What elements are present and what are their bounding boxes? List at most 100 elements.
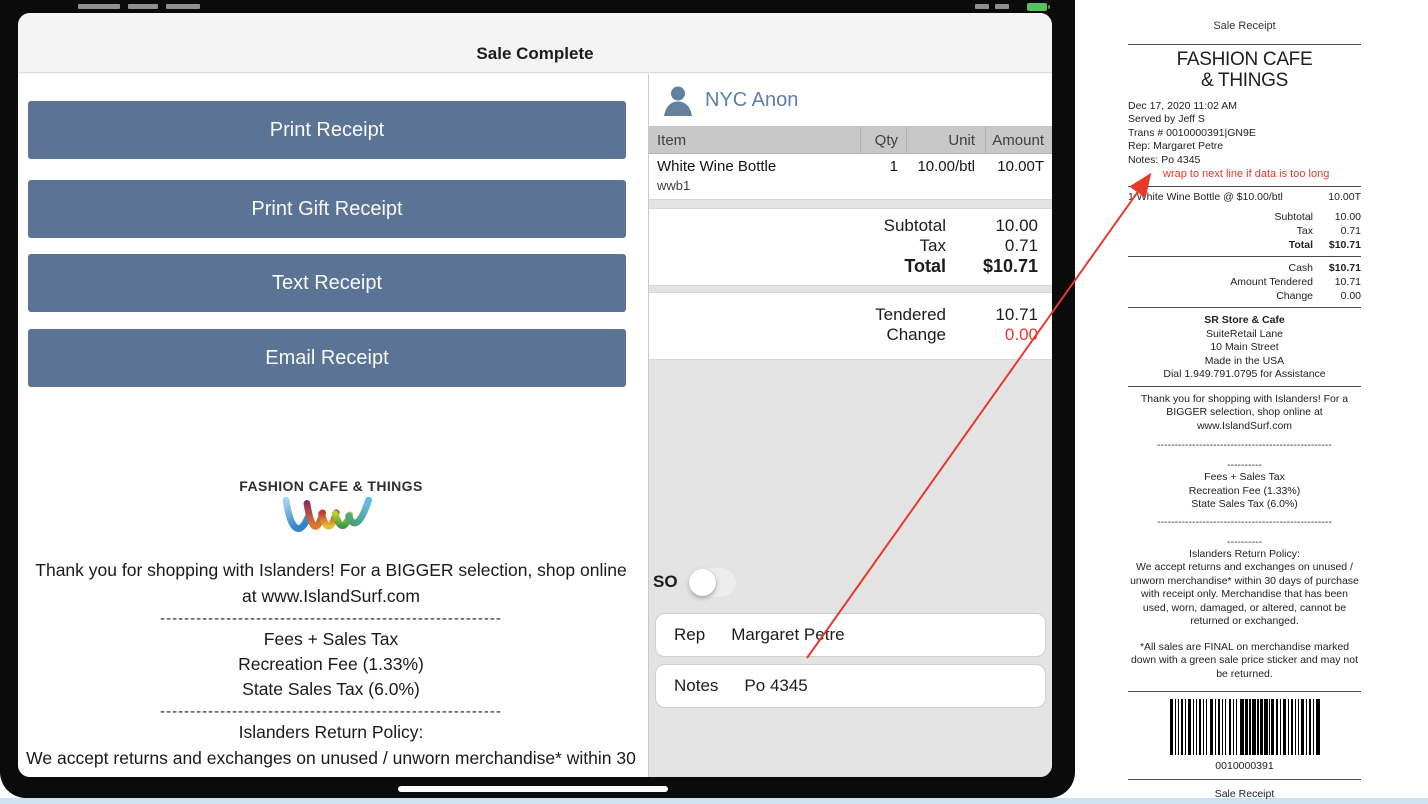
divider	[1128, 779, 1361, 780]
app-screen: Sale Complete Print Receipt Print Gift R…	[18, 13, 1052, 777]
receipt-footer-preview: FASHION CAFE & THINGS	[26, 478, 636, 777]
home-indicator[interactable]	[398, 786, 668, 792]
cart-item-row: White Wine Bottle wwb1 1 10.00/btl 10.00…	[649, 154, 1052, 200]
receipt-store-info: SR Store & Cafe SuiteRetail Lane 10 Main…	[1163, 314, 1326, 380]
so-toggle-knob	[688, 568, 716, 596]
status-bar	[0, 0, 1075, 13]
subtotal-value: 10.00	[995, 216, 1038, 235]
so-label: SO	[653, 572, 678, 591]
tax-label: Tax	[919, 236, 946, 255]
preview-thanks-text: Thank you for shopping with Islanders! F…	[35, 560, 627, 606]
page-title: Sale Complete	[476, 44, 594, 63]
notes-label: Notes	[674, 676, 719, 695]
item-sku: wwb1	[657, 178, 691, 193]
total-value: $10.71	[982, 256, 1038, 276]
receipt-store-name: FASHION CAFE & THINGS	[1176, 48, 1313, 91]
preview-policy-title: Islanders Return Policy:	[238, 722, 424, 742]
print-gift-receipt-button[interactable]: Print Gift Receipt	[28, 180, 626, 238]
divider	[1128, 185, 1361, 187]
barcode-icon	[1169, 699, 1320, 755]
receipt-actions-panel: Print Receipt Print Gift Receipt Text Re…	[18, 74, 648, 777]
preview-fee-2: State Sales Tax (6.0%)	[242, 679, 420, 699]
ipad-device-frame: Sale Complete Print Receipt Print Gift R…	[0, 0, 1075, 798]
bottom-strip	[0, 798, 1428, 804]
cart-table-header: Item Qty Unit Amount	[649, 127, 1052, 154]
customer-avatar-icon	[664, 86, 692, 116]
receipt-fees: Fees + Sales Tax Recreation Fee (1.33%) …	[1188, 471, 1301, 510]
battery-icon	[1027, 3, 1050, 11]
receipt-footer-title: Sale Receipt	[1214, 788, 1275, 800]
annotation-text: wrap to next line if data is too long	[1163, 168, 1330, 180]
item-unit-price: 10.00/btl	[917, 158, 975, 175]
so-toggle[interactable]	[685, 566, 737, 598]
email-receipt-button[interactable]: Email Receipt	[28, 329, 626, 387]
receipt-thanks: Thank you for shopping with Islanders! F…	[1140, 392, 1349, 432]
signal-icon	[975, 4, 989, 9]
status-date-text	[128, 4, 158, 9]
app-header: Sale Complete	[18, 13, 1052, 73]
status-carrier-text	[166, 4, 200, 9]
preview-divider-2: ----------------------------------------…	[160, 704, 502, 720]
receipt-dash-short-2: ----------	[1227, 535, 1262, 548]
column-item: Item	[657, 131, 687, 149]
so-row: SO	[653, 566, 1052, 598]
subtotal-label: Subtotal	[883, 216, 946, 235]
wifi-icon	[995, 4, 1009, 9]
barcode: 0010000391	[1128, 699, 1361, 773]
item-qty: 1	[889, 158, 898, 175]
preview-fees-title: Fees + Sales Tax	[263, 629, 399, 649]
barcode-number: 0010000391	[1215, 759, 1274, 772]
store-logo-wave-icon	[26, 495, 636, 546]
preview-divider: ----------------------------------------…	[160, 611, 502, 627]
change-label: Change	[886, 325, 946, 344]
preview-fee-1: Recreation Fee (1.33%)	[238, 654, 424, 674]
receipt-title: Sale Receipt	[1213, 20, 1276, 32]
divider	[1128, 307, 1361, 308]
divider	[1128, 691, 1361, 692]
receipt-rep: Rep: Margaret Petre	[1128, 140, 1224, 152]
print-receipt-button[interactable]: Print Receipt	[28, 101, 626, 159]
receipt-notes: Notes: Po 4345	[1128, 153, 1201, 166]
receipt-dash-short: ----------	[1227, 459, 1262, 471]
printed-receipt-preview: Sale Receipt FASHION CAFE & THINGS Dec 1…	[1085, 0, 1428, 800]
preview-policy-body: We accept returns and exchanges on unuse…	[26, 748, 636, 777]
column-amount: Amount	[985, 127, 1052, 153]
divider	[1128, 385, 1361, 387]
receipt-item-line: 1 White Wine Bottle @ $10.00/btl 10.00T	[1128, 190, 1361, 203]
customer-row[interactable]: NYC Anon	[649, 74, 1052, 127]
change-value: 0.00	[1004, 325, 1038, 344]
payment-card: Tendered 10.71 Change 0.00	[649, 292, 1052, 360]
receipt-datetime: Dec 17, 2020 11:02 AM	[1128, 99, 1237, 112]
store-logo-text: FASHION CAFE & THINGS	[239, 478, 423, 494]
notes-value: Po 4345	[744, 676, 808, 695]
column-qty: Qty	[860, 127, 906, 153]
sale-summary-panel: NYC Anon Item Qty Unit Amount White Wine…	[648, 74, 1052, 777]
column-unit: Unit	[906, 127, 985, 153]
item-amount: 10.00T	[997, 158, 1044, 175]
receipt-final-note: *All sales are FINAL on merchandise mark…	[1130, 640, 1359, 680]
rep-label: Rep	[674, 625, 706, 644]
tendered-label: Tendered	[875, 305, 946, 324]
item-name: White Wine Bottle	[657, 158, 777, 175]
totals-card: Subtotal 10.00 Tax 0.71 Total $10.71	[649, 208, 1052, 286]
receipt-served-by: Served by Jeff S	[1128, 113, 1205, 125]
rep-field[interactable]: Rep Margaret Petre	[655, 613, 1046, 657]
receipt-totals: Subtotal 10.00 Tax 0.71 Total $10.71	[1274, 211, 1361, 251]
receipt-dash-long-2: ----------------------------------------…	[1157, 515, 1332, 528]
receipt-payment: Cash $10.71 Amount Tendered 10.71 Change 0.…	[1230, 262, 1361, 302]
notes-field[interactable]: Notes Po 4345	[655, 664, 1046, 708]
item-name-cell: White Wine Bottle wwb1	[649, 158, 860, 193]
divider	[1128, 43, 1361, 45]
customer-name: NYC Anon	[705, 88, 799, 111]
tax-value: 0.71	[1004, 236, 1038, 255]
receipt-dash-long: ----------------------------------------…	[1157, 439, 1332, 451]
tendered-value: 10.71	[995, 305, 1038, 324]
total-label: Total	[904, 256, 946, 276]
text-receipt-button[interactable]: Text Receipt	[28, 254, 626, 312]
rep-value: Margaret Petre	[731, 625, 845, 644]
divider	[1128, 256, 1361, 257]
receipt-meta: Dec 17, 2020 11:02 AM Served by Jeff S T…	[1128, 100, 1361, 168]
receipt-trans-number: Trans # 0010000391|GN9E	[1128, 126, 1256, 139]
status-time-text	[78, 4, 120, 9]
